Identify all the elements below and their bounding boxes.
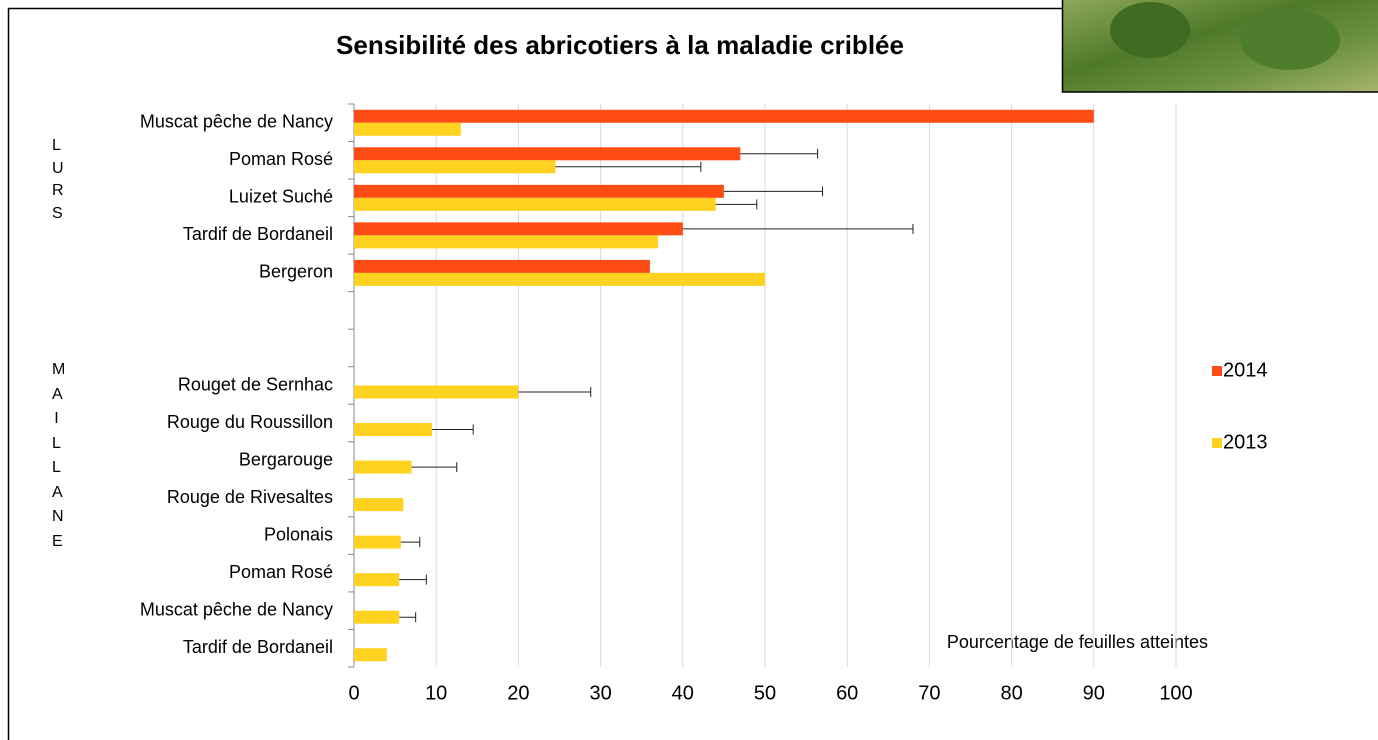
y-tick-label: Bergeron [259,262,333,282]
x-tick-label: 100 [1159,682,1192,704]
error-bar [555,162,700,172]
bar [354,423,432,436]
bar [354,386,518,399]
error-bar [724,186,823,196]
x-tick-label: 80 [1000,682,1022,704]
bar [354,648,387,661]
y-tick-label: Polonais [264,524,333,544]
y-tick-label: Rouge de Rivesaltes [167,487,333,507]
leaf [1110,2,1190,58]
bar [354,123,461,136]
bar [354,461,412,474]
error-bar [683,224,913,234]
bar [354,235,658,248]
x-tick-label: 20 [507,682,529,704]
x-tick-label: 90 [1083,682,1105,704]
bar [354,573,399,586]
bar [354,222,683,235]
y-tick-label: Tardif de Bordaneil [183,224,333,244]
bar [354,110,1094,123]
y-tick-label: Rouget de Sernhac [178,374,333,394]
y-tick-label: Tardif de Bordaneil [183,637,333,657]
error-bar [740,149,817,159]
y-tick-label: Rouge du Roussillon [167,412,333,432]
y-tick-label: Bergarouge [239,449,333,469]
error-bar [399,575,426,585]
chart-title: Sensibilité des abricotiers à la maladie… [336,30,904,60]
x-tick-label: 0 [348,682,359,704]
page: Sensibilité des abricotiers à la maladie… [0,0,1378,740]
x-tick-label: 50 [754,682,776,704]
x-tick-label: 70 [918,682,940,704]
bar [354,611,399,624]
y-tick-label: Muscat pêche de Nancy [140,599,333,619]
bar [354,185,724,198]
x-tick-label: 60 [836,682,858,704]
error-bar [412,462,457,472]
bar [354,198,716,211]
y-tick-label: Muscat pêche de Nancy [140,112,333,132]
bar [354,260,650,273]
x-axis-label: Pourcentage de feuilles atteintes [947,632,1208,652]
legend-swatch [1212,438,1222,448]
x-tick-label: 30 [589,682,611,704]
x-tick-label: 10 [425,682,447,704]
bar [354,160,555,173]
group-label: LURS [52,135,61,225]
bar [354,147,740,160]
chart: Sensibilité des abricotiers à la maladie… [0,0,1378,740]
error-bar [518,387,590,397]
y-tick-label: Poman Rosé [229,149,333,169]
x-tick-label: 40 [672,682,694,704]
bar [354,536,401,549]
error-bar [716,199,757,209]
bar [354,498,403,511]
error-bar [432,425,473,435]
legend-label: 2014 [1223,359,1268,381]
y-tick-label: Poman Rosé [229,562,333,582]
bar [354,273,765,286]
leaf [1240,10,1340,70]
y-tick-label: Luizet Suché [229,187,333,207]
error-bar [399,612,415,622]
legend-swatch [1212,366,1222,376]
group-label: MAILLANE [52,358,61,554]
legend-label: 2013 [1223,431,1268,453]
error-bar [401,537,420,547]
